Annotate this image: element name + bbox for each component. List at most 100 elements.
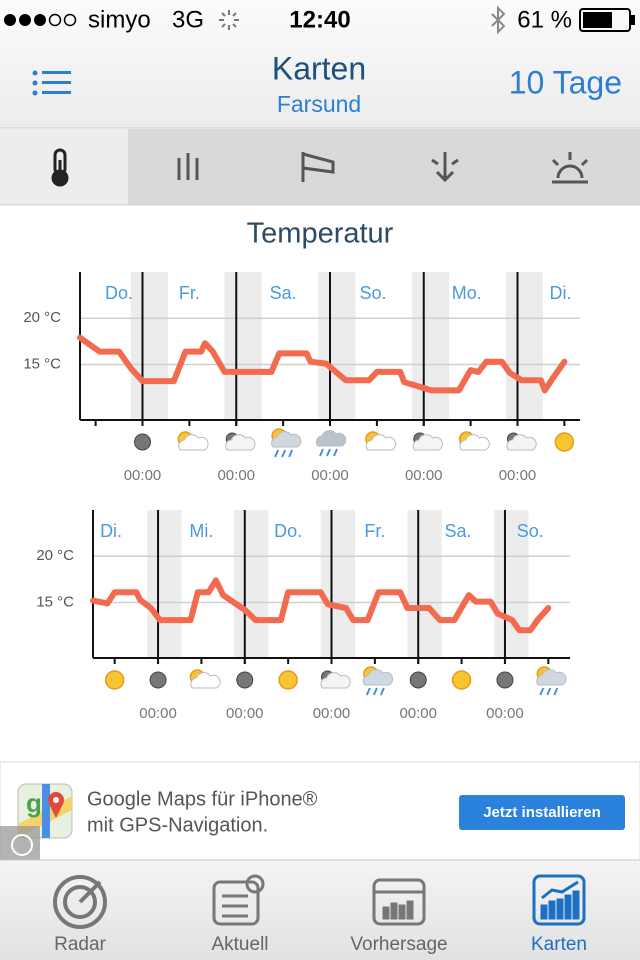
current-icon[interactable]: [212, 874, 265, 926]
x-tick-label: 00:00: [139, 705, 177, 722]
wind-icon: [301, 152, 335, 182]
carrier: simyo: [88, 6, 151, 33]
weather-icon: [236, 671, 254, 689]
day-label: Di.: [549, 283, 571, 303]
header-bg: [0, 0, 640, 128]
ad-title: Google Maps für iPhone®: [87, 788, 318, 810]
night-band: [320, 510, 355, 658]
rain: [539, 687, 545, 696]
cloud: [459, 434, 490, 451]
x-tick-label: 00:00: [313, 705, 351, 722]
day-label: Do.: [105, 283, 133, 303]
y-tick-label: 15 °C: [36, 593, 74, 610]
weather-icon: [104, 670, 125, 690]
battery-level: 61 %: [517, 6, 572, 33]
day-label: Sa.: [444, 521, 471, 541]
precip-icon: [177, 153, 199, 180]
network: 3G: [172, 6, 204, 33]
tab-label[interactable]: Vorhersage: [350, 934, 447, 955]
moon: [149, 671, 167, 689]
cloud: [362, 669, 393, 686]
radar-icon[interactable]: [53, 875, 107, 929]
weather-icon: [496, 671, 514, 689]
x-tick-label: 00:00: [217, 467, 255, 484]
header-title: Karten: [272, 50, 366, 86]
header-subtitle: Farsund: [277, 91, 361, 117]
day-label: Di.: [100, 521, 122, 541]
weather-icon: [365, 431, 397, 451]
weather-icon: [409, 671, 427, 689]
install-button[interactable]: [459, 795, 625, 830]
night-band: [412, 272, 450, 420]
x-tick-label: 00:00: [311, 467, 349, 484]
rain: [553, 687, 559, 696]
night-band: [147, 510, 182, 658]
day-label: Fr.: [179, 283, 200, 303]
x-tick-label: 00:00: [124, 467, 162, 484]
sun: [451, 670, 472, 690]
tab-label[interactable]: Karten: [531, 934, 587, 955]
x-tick-label: 00:00: [405, 467, 443, 484]
pressure-icon: [431, 152, 459, 183]
cloud: [271, 431, 302, 448]
range-button[interactable]: 10 Tage: [509, 64, 622, 100]
day-label: Fr.: [364, 521, 385, 541]
svg-text:g: g: [26, 788, 42, 818]
bluetooth: [491, 5, 506, 35]
moon: [236, 671, 254, 689]
weather-icon: [149, 671, 167, 689]
x-tick-label: 00:00: [226, 705, 264, 722]
weather-icon: [506, 432, 537, 451]
info-icon: [11, 834, 33, 856]
rain: [274, 449, 280, 458]
moon: [134, 433, 151, 451]
day-label: Mi.: [189, 521, 213, 541]
moon: [496, 671, 514, 689]
ad-logo: g: [17, 783, 73, 839]
day-label: So.: [517, 521, 544, 541]
cloud: [315, 430, 347, 447]
tab-label[interactable]: Radar: [54, 934, 106, 955]
x-tick-label: 00:00: [486, 705, 524, 722]
y-tick-label: 20 °C: [36, 547, 74, 564]
temperature-line: [77, 334, 568, 394]
ad-subtitle: mit GPS-Navigation.: [87, 814, 268, 836]
night-band: [318, 272, 356, 420]
cloud: [412, 434, 443, 451]
night-band: [407, 510, 442, 658]
sun: [278, 670, 298, 690]
rain: [365, 687, 371, 696]
tab-label[interactable]: Aktuell: [211, 934, 268, 955]
night-band: [224, 272, 262, 420]
thermometer-icon: [51, 148, 69, 187]
cloud: [190, 672, 221, 689]
rain: [319, 448, 324, 457]
weather-icon: [134, 433, 151, 451]
cloud: [225, 434, 256, 451]
weather-icon: [362, 666, 393, 696]
temperature-line: [90, 577, 552, 634]
battery: [579, 8, 635, 32]
cloud: [178, 434, 209, 451]
weather-icon: [225, 432, 256, 451]
cloud: [536, 669, 567, 686]
weather-icon: [451, 670, 472, 690]
maps-icon[interactable]: [532, 874, 586, 926]
rain: [379, 687, 385, 696]
weather-icon: [554, 432, 575, 452]
install-label: Jetzt installieren: [483, 804, 601, 821]
weather-icon: [271, 428, 302, 458]
moon: [409, 671, 427, 689]
weather-icon: [278, 670, 298, 690]
menu-button[interactable]: [32, 70, 72, 96]
forecast-icon[interactable]: [372, 878, 426, 926]
weather-icon: [536, 666, 567, 696]
sun: [554, 432, 575, 452]
rain: [372, 687, 378, 696]
cloud: [506, 434, 537, 451]
charts: 20 °C 15 °C 00:00 00:00 00:00 00:00 00:00 Do. Fr…: [23, 272, 580, 722]
tab-row[interactable]: [128, 129, 640, 205]
y-tick-label: 15 °C: [23, 355, 61, 372]
